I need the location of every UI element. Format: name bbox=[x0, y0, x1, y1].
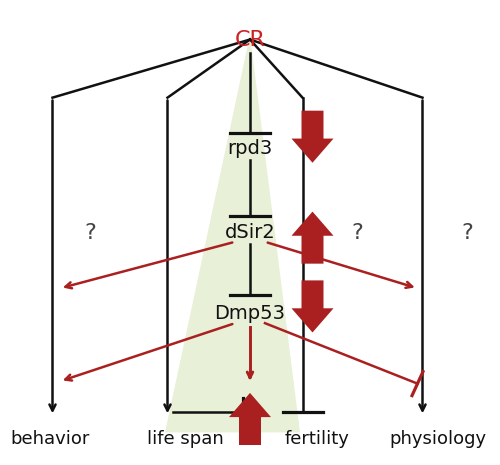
Polygon shape bbox=[292, 212, 334, 264]
Polygon shape bbox=[165, 35, 300, 432]
Polygon shape bbox=[292, 280, 334, 332]
Text: life span: life span bbox=[146, 431, 224, 448]
Text: Dmp53: Dmp53 bbox=[214, 305, 286, 323]
Text: ?: ? bbox=[352, 222, 364, 243]
Text: ?: ? bbox=[462, 222, 473, 243]
Text: behavior: behavior bbox=[10, 431, 90, 448]
Polygon shape bbox=[292, 111, 334, 163]
Text: physiology: physiology bbox=[389, 431, 486, 448]
Text: dSir2: dSir2 bbox=[224, 223, 276, 242]
Text: CR: CR bbox=[234, 29, 266, 50]
Polygon shape bbox=[229, 393, 271, 445]
Text: fertility: fertility bbox=[285, 431, 350, 448]
Text: rpd3: rpd3 bbox=[228, 140, 272, 158]
Text: ?: ? bbox=[84, 222, 96, 243]
